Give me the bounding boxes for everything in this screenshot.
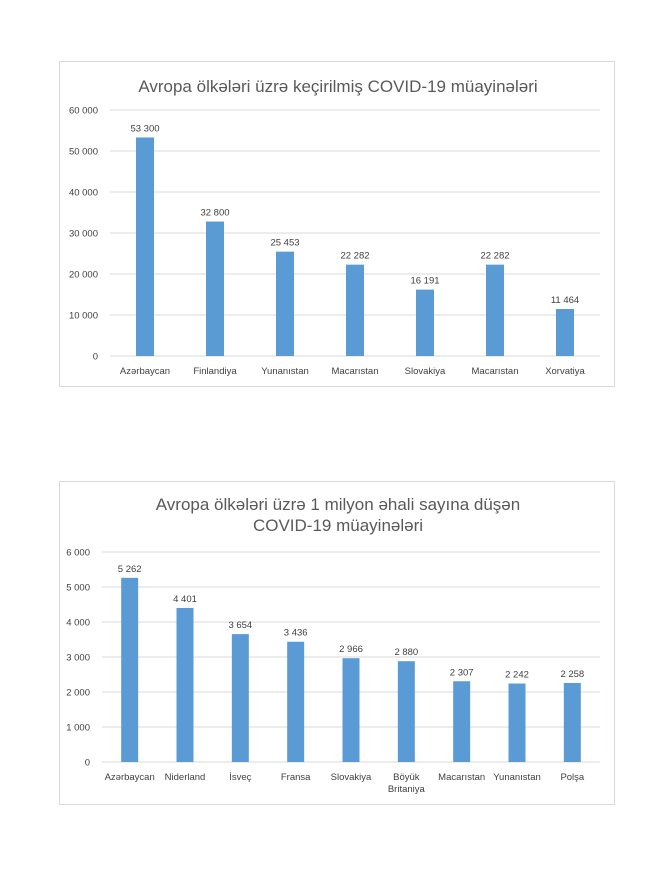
bar: [342, 658, 360, 762]
data-label: 16 191: [410, 276, 439, 287]
bar: [508, 683, 526, 762]
x-tick-label: Yunanıstan: [261, 366, 309, 377]
y-tick-label: 3 000: [66, 653, 90, 664]
y-tick-label: 40 000: [69, 188, 98, 199]
data-label: 2 242: [505, 670, 529, 681]
bar: [563, 682, 581, 762]
y-tick-label: 60 000: [69, 106, 98, 117]
chart-subtitle: COVID-19 müayinələri: [253, 516, 423, 535]
data-label: 5 262: [118, 564, 142, 575]
y-tick-label: 20 000: [69, 270, 98, 281]
data-label: 32 800: [200, 208, 229, 219]
chart-tests-per-million: Avropa ölkələri üzrə 1 milyon əhali sayı…: [59, 481, 615, 805]
x-tick-label: Azərbaycan: [105, 772, 155, 783]
chart-title: Avropa ölkələri üzrə keçirilmiş COVID-19…: [138, 77, 537, 96]
x-tick-label: Azərbaycan: [120, 366, 170, 377]
y-tick-label: 0: [85, 758, 90, 769]
x-tick-label: Xorvatiya: [545, 366, 585, 377]
x-tick-label: Polşa: [560, 772, 584, 783]
y-tick-label: 2 000: [66, 688, 90, 699]
x-tick-label: İsveç: [229, 772, 251, 783]
y-tick-label: 0: [93, 352, 98, 363]
bar: [176, 607, 194, 762]
x-tick-label: Niderland: [165, 772, 206, 783]
bar: [397, 661, 415, 762]
x-tick-label: Slovakiya: [405, 366, 446, 377]
chart-plot-area: 0 10 000 20 000 30 000 40 000 50 000 60 000 53 …: [69, 106, 600, 377]
y-tick-label: 4 000: [66, 618, 90, 629]
bar: [346, 264, 364, 356]
chart-title: Avropa ölkələri üzrə 1 milyon əhali sayı…: [156, 495, 520, 514]
x-tick-label: Macarıstan: [332, 366, 379, 377]
y-tick-label: 10 000: [69, 311, 98, 322]
bar: [276, 251, 294, 356]
data-label: 25 453: [270, 238, 299, 249]
x-tick-label: Böyük Britaniya: [388, 772, 426, 795]
bar: [486, 264, 504, 356]
x-tick-label: Yunanıstan: [493, 772, 541, 783]
data-label: 53 300: [130, 123, 159, 134]
x-tick-label: Slovakiya: [331, 772, 372, 783]
bar: [206, 221, 224, 356]
bar: [416, 289, 434, 356]
x-tick-label: Macarıstan: [472, 366, 519, 377]
bar: [136, 137, 154, 356]
data-label: 22 282: [340, 251, 369, 262]
data-label: 2 307: [450, 667, 474, 678]
data-label: 11 464: [551, 295, 579, 306]
chart-tests-total: Avropa ölkələri üzrə keçirilmiş COVID-19…: [59, 61, 615, 387]
y-tick-label: 6 000: [66, 548, 90, 559]
chart-plot-area: 0 1 000 2 000 3 000 4 000 5 000 6 000 5 262 Azər…: [66, 548, 600, 795]
bar: [287, 641, 305, 762]
data-label: 2 258: [560, 669, 584, 680]
y-tick-label: 50 000: [69, 147, 98, 158]
data-label: 22 282: [480, 251, 509, 262]
bar: [556, 308, 574, 356]
chart-tests-per-million-svg: Avropa ölkələri üzrə 1 milyon əhali sayı…: [66, 495, 600, 795]
data-label: 2 880: [394, 647, 418, 658]
x-tick-label: Macarıstan: [438, 772, 485, 783]
data-label: 4 401: [173, 594, 197, 605]
y-tick-label: 30 000: [69, 229, 98, 240]
y-tick-label: 5 000: [66, 583, 90, 594]
data-label: 3 436: [284, 628, 308, 639]
bar: [453, 681, 471, 762]
x-tick-label: Finlandiya: [193, 366, 237, 377]
bar: [231, 634, 249, 762]
x-tick-label: Fransa: [281, 772, 311, 783]
data-label: 3 654: [228, 620, 252, 631]
chart-tests-total-svg: Avropa ölkələri üzrə keçirilmiş COVID-19…: [69, 77, 600, 377]
bar: [121, 577, 139, 762]
y-tick-label: 1 000: [66, 723, 90, 734]
data-label: 2 966: [339, 644, 363, 655]
